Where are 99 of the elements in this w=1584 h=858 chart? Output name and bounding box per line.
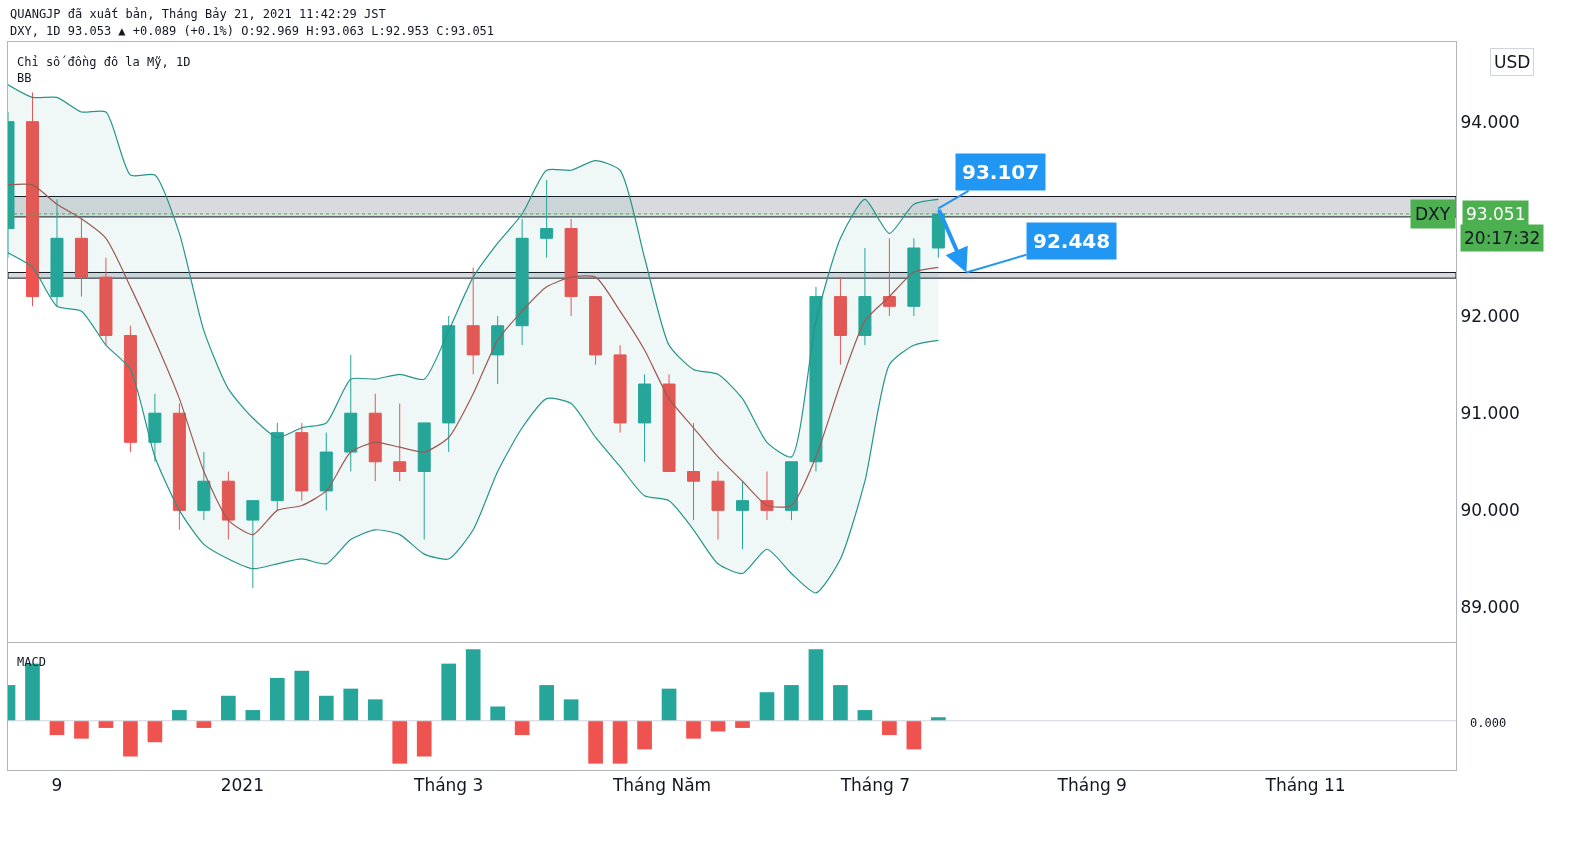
text: 93.051 xyxy=(1466,204,1526,224)
candlestick xyxy=(931,207,945,259)
bar xyxy=(808,649,824,721)
candlestick xyxy=(809,286,823,472)
annotation: MACD xyxy=(17,655,46,669)
candlestick xyxy=(368,393,382,482)
bar xyxy=(465,649,481,721)
candlestick xyxy=(393,402,407,482)
bar xyxy=(367,699,383,721)
bar xyxy=(563,699,579,721)
x-tick-label: 9 xyxy=(51,775,63,796)
candlestick xyxy=(882,237,896,317)
bar xyxy=(735,720,750,728)
candlestick xyxy=(491,315,505,385)
bar xyxy=(269,677,285,721)
y-tick-label: 92.000 xyxy=(1460,305,1520,326)
candlestick xyxy=(540,179,554,259)
x-tick-label: Tháng 3 xyxy=(413,775,484,796)
line-series xyxy=(8,84,939,458)
bar xyxy=(906,720,922,750)
annotation: 92.448 xyxy=(1033,229,1111,253)
bar xyxy=(612,720,628,764)
candlestick xyxy=(246,500,260,589)
candlestick xyxy=(221,471,235,541)
text: Chỉ số đồng đô la Mỹ, 1D xyxy=(17,55,191,69)
candlestick xyxy=(662,373,676,472)
bar xyxy=(343,688,359,721)
y-tick-label: 94.000 xyxy=(1460,111,1520,132)
bar xyxy=(318,695,334,721)
bar xyxy=(882,720,897,736)
bar xyxy=(123,720,138,757)
candlestick xyxy=(735,480,749,550)
bar xyxy=(392,720,408,764)
text: 0.000 xyxy=(1470,716,1507,730)
candlestick xyxy=(515,218,529,346)
candlestick xyxy=(442,315,456,453)
x-tick-label: 2021 xyxy=(220,775,264,796)
candlestick xyxy=(833,276,847,366)
text: DXY, 1D 93.053 ▲ +0.089 (+0.1%) O:92.969 H:93.063 L:92.953 C:93.051 xyxy=(10,24,495,38)
bar xyxy=(245,710,261,721)
candlestick xyxy=(99,257,113,346)
candlestick xyxy=(74,218,88,298)
candlestick xyxy=(197,451,211,521)
y-tick-label: 89.000 xyxy=(1460,597,1520,618)
candlestick xyxy=(123,325,137,453)
bar xyxy=(759,692,775,721)
candlestick xyxy=(711,471,725,541)
bar xyxy=(539,685,554,721)
bar xyxy=(196,720,212,728)
candlestick xyxy=(687,422,701,521)
ref-line-label: DXY xyxy=(1415,204,1451,224)
bar xyxy=(784,685,799,721)
candlestick xyxy=(858,247,872,346)
bar xyxy=(172,710,187,721)
candlestick xyxy=(270,422,284,511)
bar xyxy=(416,720,432,757)
bar xyxy=(661,688,677,721)
bar xyxy=(74,720,89,739)
candlestick xyxy=(344,354,358,472)
text: 20:17:32 xyxy=(1464,228,1541,248)
bar xyxy=(490,706,506,721)
candlestick xyxy=(172,402,186,531)
candlestick xyxy=(638,373,652,463)
text: USD xyxy=(1494,52,1531,72)
candlestick xyxy=(417,422,431,541)
bar xyxy=(294,670,310,721)
candlestick xyxy=(564,218,578,317)
bar xyxy=(637,720,652,750)
annotation: 93.107 xyxy=(962,160,1040,184)
x-tick-label: Tháng 11 xyxy=(1264,775,1346,796)
x-tick-label: Tháng 9 xyxy=(1056,775,1127,796)
y-tick-label: 91.000 xyxy=(1460,403,1520,424)
candlestick xyxy=(907,237,921,317)
candlestick xyxy=(295,422,309,502)
line-series xyxy=(8,183,939,536)
text: QUANGJP đã xuất bản, Tháng Bảy 21, 2021 11:42:29 JST xyxy=(10,7,386,21)
bar xyxy=(221,695,236,721)
candlestick xyxy=(319,432,333,511)
bar xyxy=(441,663,457,721)
bar xyxy=(833,685,848,721)
candlestick xyxy=(589,296,603,366)
bar xyxy=(514,720,530,736)
candlestick xyxy=(148,393,162,463)
candlestick xyxy=(466,266,480,375)
bar xyxy=(686,720,701,739)
x-tick-label: Tháng Năm xyxy=(611,775,712,796)
bar xyxy=(710,720,726,732)
bar xyxy=(588,720,603,764)
candlestick xyxy=(784,461,798,521)
candlestick xyxy=(25,92,39,307)
line-series xyxy=(8,252,939,594)
candlestick xyxy=(50,198,64,307)
y-tick-label: 90.000 xyxy=(1460,500,1520,521)
bar xyxy=(98,720,114,728)
candlestick xyxy=(613,344,627,434)
bar xyxy=(147,720,163,743)
bar xyxy=(49,720,65,736)
x-tick-label: Tháng 7 xyxy=(839,775,911,796)
annotation: BB xyxy=(17,71,32,85)
